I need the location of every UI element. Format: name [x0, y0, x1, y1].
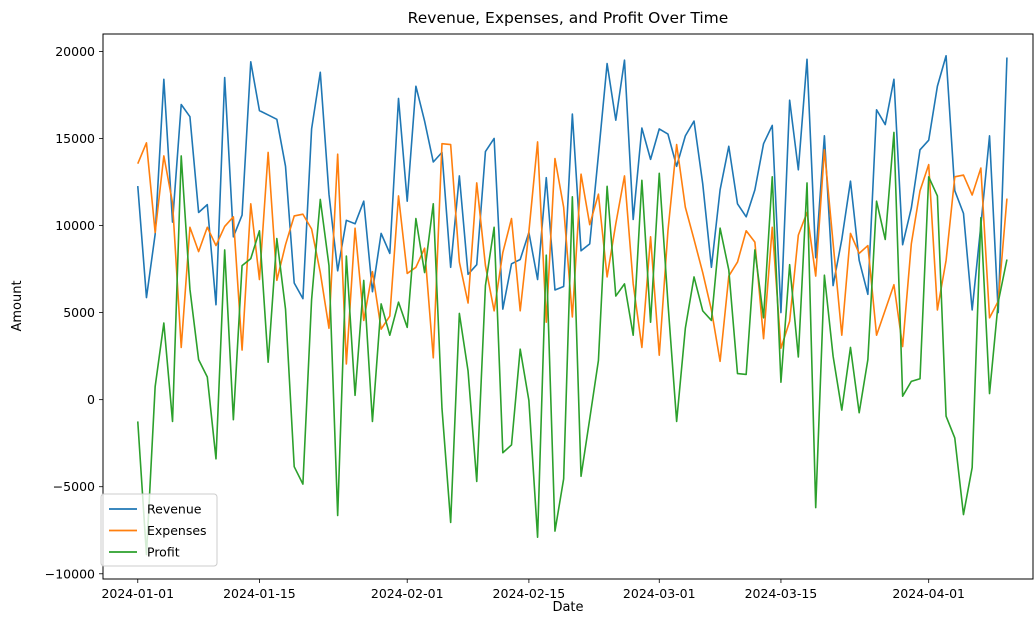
- plot-frame: [102, 33, 1034, 580]
- y-tick-label: 0: [87, 392, 95, 407]
- y-tick-label: 5000: [63, 305, 95, 320]
- series-line-expenses: [137, 141, 1008, 365]
- legend-label-profit: Profit: [147, 545, 180, 560]
- y-tick-label: −5000: [53, 479, 95, 494]
- legend-box: [100, 493, 218, 567]
- y-tick-label: 20000: [55, 44, 95, 59]
- plot-lines: [136, 54, 1008, 556]
- series-line-profit: [136, 131, 1008, 556]
- x-tick-label: 2024-01-01: [101, 586, 174, 601]
- x-tick-label: 2024-02-15: [493, 586, 566, 601]
- x-tick-label: 2024-03-15: [745, 586, 818, 601]
- x-tick-label: 2024-01-15: [223, 586, 296, 601]
- series-line-revenue: [136, 54, 1008, 314]
- legend: Revenue Expenses Profit: [100, 493, 218, 567]
- y-axis-label: Amount: [10, 280, 25, 331]
- x-axis: 2024-01-01 2024-01-15 2024-02-01 2024-02-15…: [101, 579, 965, 601]
- y-tick-label: −10000: [45, 566, 95, 581]
- chart-title: Revenue, Expenses, and Profit Over Time: [408, 9, 729, 27]
- x-axis-label: Date: [552, 600, 583, 615]
- x-tick-label: 2024-02-01: [371, 586, 444, 601]
- y-tick-label: 15000: [55, 131, 95, 146]
- legend-label-expenses: Expenses: [147, 523, 207, 538]
- legend-label-revenue: Revenue: [147, 502, 202, 517]
- x-tick-label: 2024-03-01: [623, 586, 696, 601]
- y-axis: −10000 −5000 0 5000 10000 15000 20000: [45, 44, 103, 581]
- x-tick-label: 2024-04-01: [892, 586, 965, 601]
- y-tick-label: 10000: [55, 218, 95, 233]
